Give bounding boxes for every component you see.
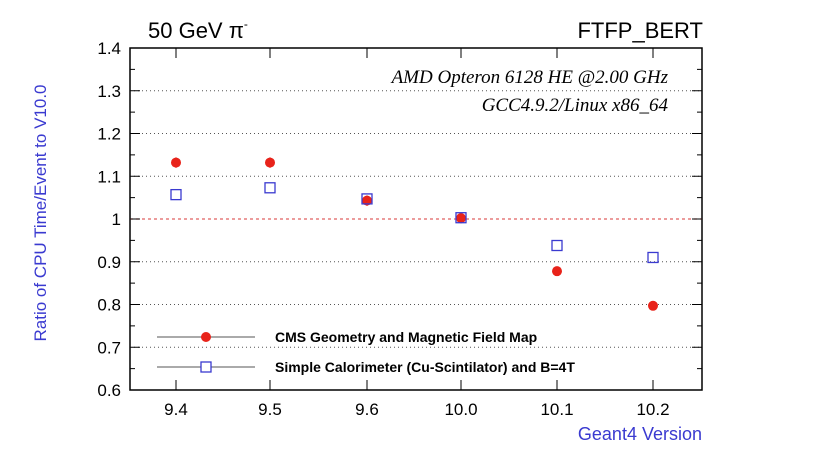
data-point-calorimeter <box>647 251 659 264</box>
x-tick-label: 9.5 <box>258 400 282 419</box>
y-axis-label: Ratio of CPU Time/Event to V10.0 <box>31 84 50 341</box>
legend-label-cms: CMS Geometry and Magnetic Field Map <box>275 329 537 345</box>
data-point-cms <box>456 213 466 224</box>
y-tick-label: 1.3 <box>97 82 121 101</box>
x-tick-label: 9.4 <box>164 400 188 419</box>
y-tick-label: 0.7 <box>97 338 121 357</box>
series-layer <box>170 157 659 311</box>
y-tick-label: 0.8 <box>97 296 121 315</box>
x-tick-label: 10.0 <box>444 400 477 419</box>
data-point-cms <box>171 157 181 168</box>
x-tick-label: 10.2 <box>636 400 669 419</box>
y-tick-label: 1 <box>112 210 121 229</box>
data-point-calorimeter <box>361 193 373 205</box>
legend: CMS Geometry and Magnetic Field Map Simp… <box>157 329 575 375</box>
data-point-cms <box>265 157 275 168</box>
x-axis-ticks: 9.4 9.5 9.6 10.0 10.1 10.2 <box>164 48 670 419</box>
y-tick-label: 0.9 <box>97 253 121 272</box>
data-point-calorimeter <box>455 212 467 224</box>
x-tick-label: 9.6 <box>355 400 379 419</box>
y-tick-label: 1.4 <box>97 39 121 58</box>
cpu-annotation: AMD Opteron 6128 HE @2.00 GHz <box>390 67 669 88</box>
legend-label-calorimeter: Simple Calorimeter (Cu-Scintilator) and … <box>275 359 575 375</box>
data-point-cms <box>552 266 562 277</box>
y-tick-label: 0.6 <box>97 381 121 400</box>
data-point-calorimeter <box>264 182 276 194</box>
data-point-calorimeter <box>170 188 182 201</box>
data-point-calorimeter <box>551 239 563 252</box>
y-tick-label: 1.2 <box>97 125 121 144</box>
beam-label: 50 GeV π- <box>148 17 248 43</box>
x-tick-label: 10.1 <box>540 400 573 419</box>
legend-marker-calorimeter <box>200 361 212 373</box>
y-tick-label: 1.1 <box>97 167 121 186</box>
y-axis-ticks: 0.6 0.7 0.8 0.9 1 1.1 1.2 1.3 1.4 <box>97 39 702 400</box>
physics-list-label: FTFP_BERT <box>577 18 703 43</box>
data-point-cms <box>648 300 658 311</box>
compiler-annotation: GCC4.9.2/Linux x86_64 <box>482 95 669 116</box>
data-point-cms <box>362 195 372 206</box>
x-axis-label: Geant4 Version <box>578 424 702 444</box>
grid-layer <box>130 90 702 348</box>
legend-marker-cms <box>201 332 211 342</box>
